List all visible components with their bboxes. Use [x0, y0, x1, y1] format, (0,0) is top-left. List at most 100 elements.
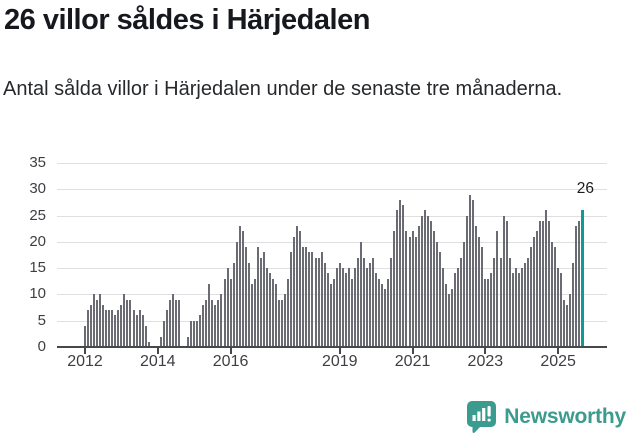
bar [190, 320, 193, 347]
bar [566, 304, 569, 347]
bar [217, 299, 220, 347]
bar [375, 273, 378, 347]
bar [108, 310, 111, 347]
bar [526, 257, 529, 347]
bar [572, 262, 575, 347]
bar [253, 278, 256, 347]
newsworthy-logo-icon [466, 400, 497, 434]
bar [384, 289, 387, 347]
bar [578, 220, 581, 347]
bar [551, 241, 554, 347]
bar [423, 210, 426, 347]
bar [454, 273, 457, 347]
bar [174, 299, 177, 347]
bar [232, 262, 235, 347]
bar [457, 268, 460, 347]
bar [241, 231, 244, 347]
newsworthy-logo[interactable]: Newsworthy [466, 400, 626, 434]
bar [317, 257, 320, 347]
bar [508, 257, 511, 347]
bar [99, 294, 102, 347]
bar [472, 199, 475, 347]
bar [463, 241, 466, 347]
bar [247, 262, 250, 347]
bar [335, 268, 338, 347]
bar [548, 220, 551, 347]
x-axis-line [57, 346, 607, 348]
bar [469, 194, 472, 347]
bar [517, 273, 520, 347]
bar [196, 320, 199, 347]
bar [132, 310, 135, 347]
bar [296, 226, 299, 347]
bar [105, 310, 108, 347]
newsworthy-logo-text: Newsworthy [504, 405, 626, 428]
bar [353, 268, 356, 347]
bar [414, 236, 417, 347]
y-tick-label-25: 25 [29, 206, 46, 224]
bar [405, 231, 408, 347]
gridline-15 [57, 268, 607, 270]
x-tick-label-2021: 2021 [394, 353, 431, 370]
bar [272, 278, 275, 347]
y-tick-label-20: 20 [29, 232, 46, 250]
highlighted-bar [581, 210, 585, 347]
bar [514, 268, 517, 347]
bar [496, 231, 499, 347]
bar [117, 310, 120, 347]
bar [111, 310, 114, 347]
bar [363, 257, 366, 347]
bar [347, 268, 350, 347]
bar [87, 310, 90, 347]
bar [381, 283, 384, 347]
bar [326, 273, 329, 347]
x-tick-2019 [338, 348, 341, 354]
last-value-annotation: 26 [576, 180, 594, 197]
bar [305, 247, 308, 347]
gridline-30 [57, 189, 607, 191]
bar-chart-plot-area: 26 [57, 163, 607, 354]
bar [284, 294, 287, 347]
bar [350, 278, 353, 347]
bar [438, 252, 441, 347]
bar [541, 220, 544, 347]
bar [171, 294, 174, 347]
bar [84, 325, 86, 347]
bar [502, 215, 505, 347]
bar [323, 262, 326, 347]
x-tick-label-2014: 2014 [139, 353, 176, 370]
bar [141, 315, 144, 347]
x-tick-label-2019: 2019 [321, 353, 358, 370]
bar [262, 252, 265, 347]
bar [114, 315, 117, 347]
y-tick-label-10: 10 [29, 285, 46, 303]
bar [93, 294, 96, 347]
bar [229, 278, 232, 347]
bar [165, 310, 168, 347]
bar [450, 289, 453, 347]
gridline-10 [57, 294, 607, 296]
bar [90, 304, 93, 347]
bar [308, 252, 311, 347]
bar [269, 273, 271, 347]
bar [460, 257, 463, 347]
x-axis-labels: 2012 2014 2016 2019 2021 2023 2025 [57, 353, 617, 375]
bar [560, 273, 563, 347]
chart-subtitle: Antal sålda villor i Härjedalen under de… [3, 78, 563, 100]
gridline-35 [57, 163, 607, 164]
bar [293, 236, 296, 347]
y-tick-label-30: 30 [29, 180, 46, 198]
bar [123, 294, 126, 347]
x-tick-2021 [411, 348, 414, 354]
bar [320, 252, 323, 347]
bar [369, 262, 372, 347]
bar [220, 294, 223, 347]
x-tick-2023 [484, 348, 487, 354]
x-tick-2012 [84, 348, 86, 354]
y-tick-label-35: 35 [29, 154, 46, 171]
x-tick-label-2016: 2016 [212, 353, 249, 370]
bar [511, 273, 514, 347]
bar [532, 236, 535, 347]
bar [447, 294, 450, 347]
